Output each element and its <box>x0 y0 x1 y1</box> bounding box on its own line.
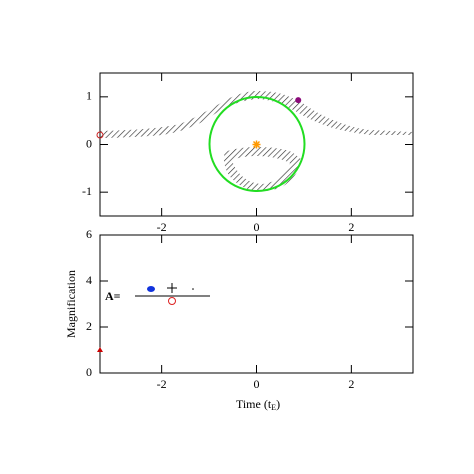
y-axis-label: Magnification <box>64 270 78 338</box>
y-tick-label: 0 <box>86 136 92 150</box>
y-tick-label: -1 <box>82 184 92 198</box>
y-tick-label: 1 <box>86 89 92 103</box>
einstein-ring <box>208 96 306 192</box>
minor-image-track <box>223 147 302 192</box>
data-point <box>295 97 302 104</box>
x-axis-label-sub: E <box>271 403 276 412</box>
x-axis-label-part: ) <box>276 397 280 411</box>
x-tick-label: -2 <box>157 220 167 234</box>
x-tick-label: -2 <box>157 377 167 391</box>
x-axis-label: Time (tE) <box>236 397 280 412</box>
data-point <box>97 347 103 352</box>
y-tick-label: 6 <box>86 227 92 241</box>
fraction-icon <box>167 283 177 293</box>
y-tick-label: 4 <box>86 273 92 287</box>
fraction-icon <box>192 288 194 290</box>
data-point <box>252 140 261 149</box>
y-tick-label: 0 <box>86 365 92 379</box>
fraction-icon <box>168 297 176 305</box>
major-image-track <box>100 91 413 138</box>
y-tick-label: 2 <box>86 319 92 333</box>
plot-frame <box>99 234 414 374</box>
x-tick-label: 0 <box>254 377 260 391</box>
x-tick-label: 2 <box>348 377 354 391</box>
x-tick-label: 0 <box>254 220 260 234</box>
image-tracks <box>100 91 413 192</box>
magnification-formula: A= <box>105 289 121 303</box>
x-tick-label: 2 <box>348 220 354 234</box>
formula-fraction <box>135 283 210 305</box>
x-axis-label-part: Time (t <box>236 397 272 411</box>
data-point <box>96 131 104 139</box>
fraction-icon <box>147 286 155 292</box>
